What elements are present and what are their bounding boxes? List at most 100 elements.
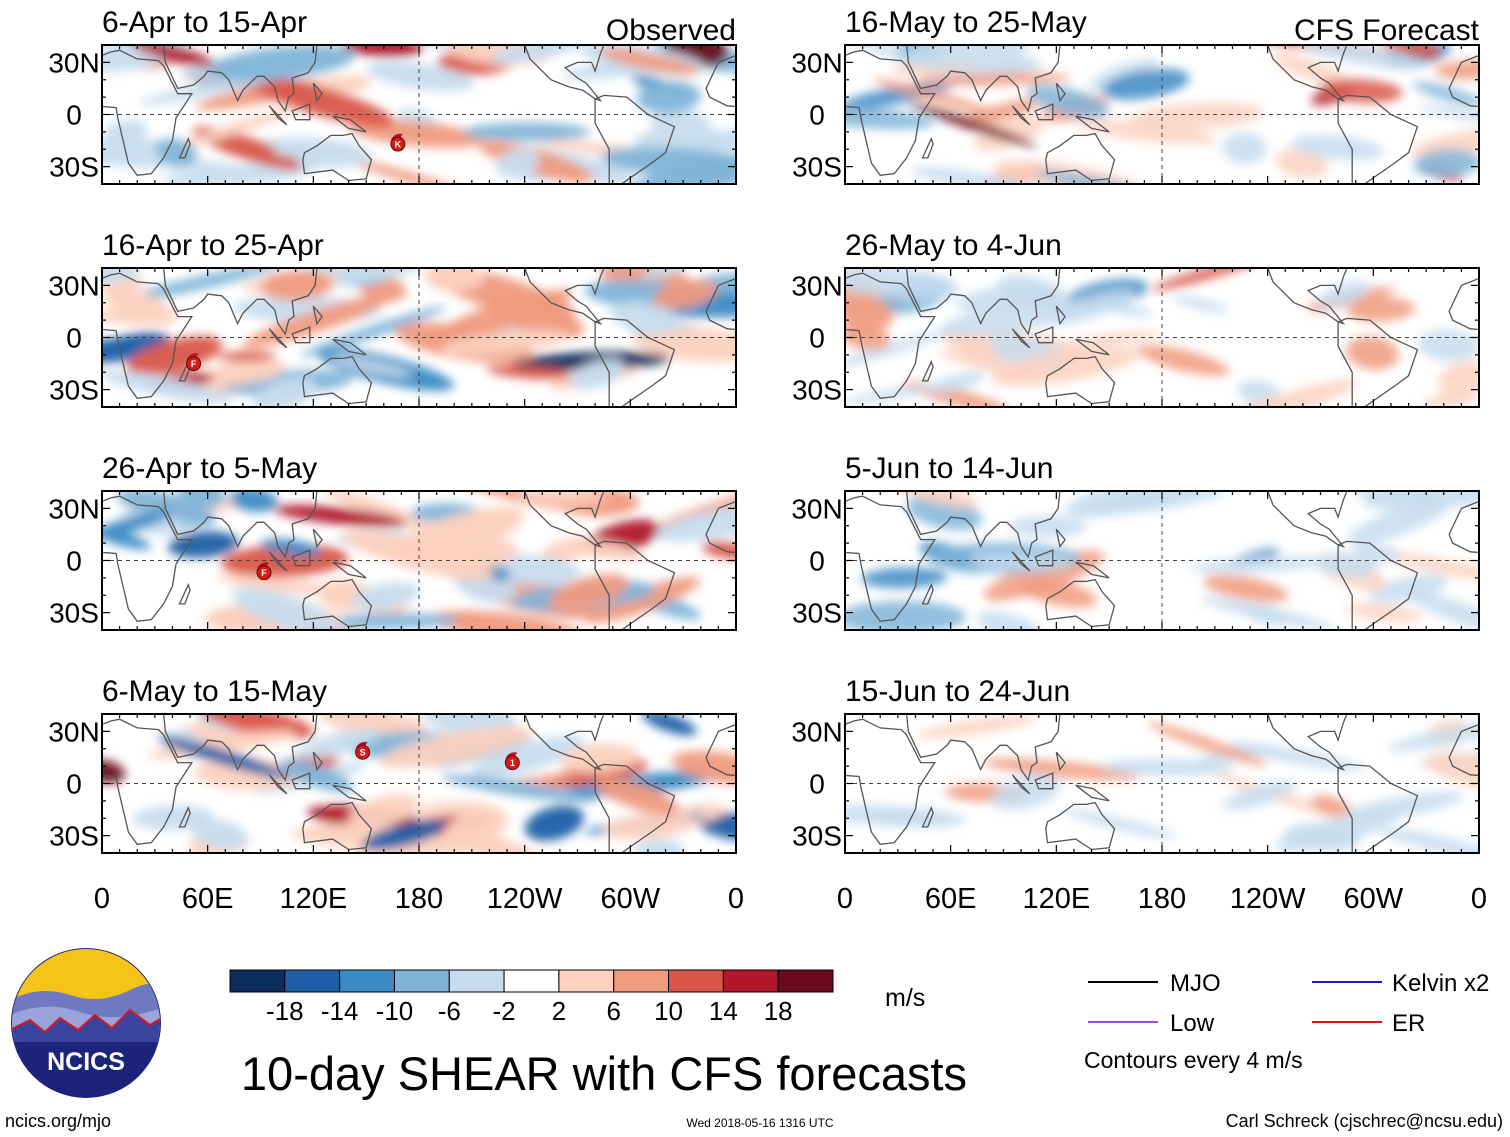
coastlines bbox=[102, 714, 736, 853]
coastlines bbox=[102, 45, 736, 184]
panel-7: 30N 0 30S 5-Jun to 14-Jun bbox=[791, 452, 1480, 631]
panel-ticks bbox=[101, 713, 737, 854]
x-tick-label: 120W bbox=[487, 883, 563, 915]
shear-field bbox=[102, 491, 736, 630]
coastlines bbox=[102, 491, 736, 630]
legend-label-mjo: MJO bbox=[1170, 970, 1221, 997]
colorbar-swatch bbox=[777, 969, 834, 993]
panel-title: 6-May to 15-May bbox=[102, 675, 327, 708]
colorbar-swatch bbox=[339, 969, 395, 993]
colorbar-swatch bbox=[448, 969, 505, 993]
unit-label: m/s bbox=[885, 984, 925, 1012]
x-tick-label: 60E bbox=[182, 883, 234, 915]
y-tick-label: 30N bbox=[48, 493, 99, 524]
colorbar-swatch bbox=[284, 969, 341, 993]
legend: MJO Kelvin x2 Low ER Contours every 4 m/… bbox=[1084, 970, 1489, 1073]
y-tick-label: 30N bbox=[791, 493, 842, 524]
panel-5: 30N 0 30S 16-May to 25-May CFS Forecast bbox=[791, 6, 1480, 185]
y-tick-label: 30S bbox=[792, 598, 842, 629]
panel-title: 6-Apr to 15-Apr bbox=[102, 6, 307, 39]
coastlines bbox=[845, 714, 1479, 853]
y-tick-label: 0 bbox=[66, 546, 82, 577]
x-tick-label: 60W bbox=[601, 883, 661, 915]
y-tick-label: 30S bbox=[49, 375, 99, 406]
y-tick-label: 30S bbox=[792, 821, 842, 852]
colorbar-swatch bbox=[668, 969, 724, 993]
colorbar-tick-label: 10 bbox=[654, 996, 683, 1026]
shear-field bbox=[845, 714, 1479, 853]
y-tick-label: 30N bbox=[791, 47, 842, 78]
shear-field bbox=[102, 268, 736, 407]
panel-title: 16-Apr to 25-Apr bbox=[102, 229, 324, 262]
colorbar-tick-label: -18 bbox=[266, 996, 304, 1026]
shear-field bbox=[102, 45, 736, 184]
x-tick-label: 0 bbox=[728, 883, 744, 915]
panel-ticks bbox=[844, 713, 1480, 854]
contour-note: Contours every 4 m/s bbox=[1084, 1047, 1303, 1073]
panel-ticks bbox=[101, 490, 737, 631]
logo-text: NCICS bbox=[47, 1048, 125, 1076]
y-tick-label: 0 bbox=[809, 323, 825, 354]
colorbar-swatch bbox=[229, 969, 286, 993]
y-tick-label: 30N bbox=[791, 270, 842, 301]
colorbar-tick-label: 2 bbox=[552, 996, 566, 1026]
panel-grid: K 30N 0 30S 6-Apr to 15-Apr Observed F 30N 0 30S 1… bbox=[48, 6, 1480, 854]
y-tick-label: 0 bbox=[66, 769, 82, 800]
colorbar-tick-label: 14 bbox=[709, 996, 738, 1026]
storm-label: 1 bbox=[510, 758, 515, 768]
panel-ticks bbox=[844, 44, 1480, 185]
coastlines bbox=[845, 491, 1479, 630]
coastlines bbox=[845, 45, 1479, 184]
storm-label: F bbox=[261, 568, 267, 578]
panel-ticks bbox=[844, 267, 1480, 408]
x-tick-label: 0 bbox=[1471, 883, 1487, 915]
colorbar-swatch bbox=[503, 969, 560, 993]
panel-ticks bbox=[101, 44, 737, 185]
panel-title: 16-May to 25-May bbox=[845, 6, 1087, 39]
colorbar-swatch bbox=[613, 969, 670, 993]
colorbar-tick-label: -2 bbox=[493, 996, 516, 1026]
colorbar-swatch bbox=[722, 969, 779, 993]
x-tick-label: 0 bbox=[837, 883, 853, 915]
y-tick-label: 30S bbox=[49, 821, 99, 852]
colorbar-tick-label: -10 bbox=[376, 996, 414, 1026]
panel-2: F 30N 0 30S 16-Apr to 25-Apr bbox=[48, 229, 737, 408]
panel-6: 30N 0 30S 26-May to 4-Jun bbox=[791, 229, 1480, 408]
x-tick-label: 0 bbox=[94, 883, 110, 915]
storm-marker: S bbox=[355, 741, 371, 760]
colorbar-tick-label: -6 bbox=[438, 996, 461, 1026]
panel-3: F 30N 0 30S 26-Apr to 5-May bbox=[48, 452, 737, 631]
footer-timestamp: Wed 2018-05-16 1316 UTC bbox=[686, 1116, 834, 1130]
colorbar-tick-label: -14 bbox=[321, 996, 359, 1026]
x-tick-label: 180 bbox=[395, 883, 443, 915]
forecast-label: CFS Forecast bbox=[1294, 14, 1480, 47]
panel-title: 26-Apr to 5-May bbox=[102, 452, 317, 485]
shear-field bbox=[845, 45, 1479, 184]
y-tick-label: 30S bbox=[49, 152, 99, 183]
panel-4: S 1 30N 0 30S 6-May to 15-May bbox=[48, 675, 737, 854]
x-tick-label: 180 bbox=[1138, 883, 1186, 915]
x-axis-labels: 0 60E 120E 180 120W 60W 0 0 60E 120E 180 120W 60W 0 bbox=[94, 883, 1487, 915]
colorbar-swatch bbox=[393, 969, 450, 993]
x-tick-label: 120E bbox=[1022, 883, 1090, 915]
figure-title: 10-day SHEAR with CFS forecasts bbox=[241, 1047, 967, 1100]
legend-label-low: Low bbox=[1170, 1010, 1215, 1037]
storm-marker: 1 bbox=[504, 752, 520, 771]
x-tick-label: 60W bbox=[1344, 883, 1404, 915]
footer-url: ncics.org/mjo bbox=[5, 1111, 111, 1131]
storm-marker: K bbox=[390, 133, 406, 152]
y-tick-label: 30N bbox=[48, 270, 99, 301]
panel-title: 26-May to 4-Jun bbox=[845, 229, 1062, 262]
x-tick-label: 120E bbox=[279, 883, 347, 915]
shear-field bbox=[845, 491, 1479, 630]
footer-credit: Carl Schreck (cjschrec@ncsu.edu) bbox=[1226, 1111, 1503, 1131]
observed-label: Observed bbox=[606, 14, 736, 47]
y-tick-label: 30N bbox=[48, 47, 99, 78]
colorbar: -18 -14 -10 -6 -2 2 6 10 14 18 bbox=[229, 969, 834, 1026]
y-tick-label: 30S bbox=[792, 375, 842, 406]
panel-ticks bbox=[101, 267, 737, 408]
y-tick-label: 0 bbox=[66, 100, 82, 131]
y-tick-label: 0 bbox=[66, 323, 82, 354]
y-tick-label: 0 bbox=[809, 100, 825, 131]
